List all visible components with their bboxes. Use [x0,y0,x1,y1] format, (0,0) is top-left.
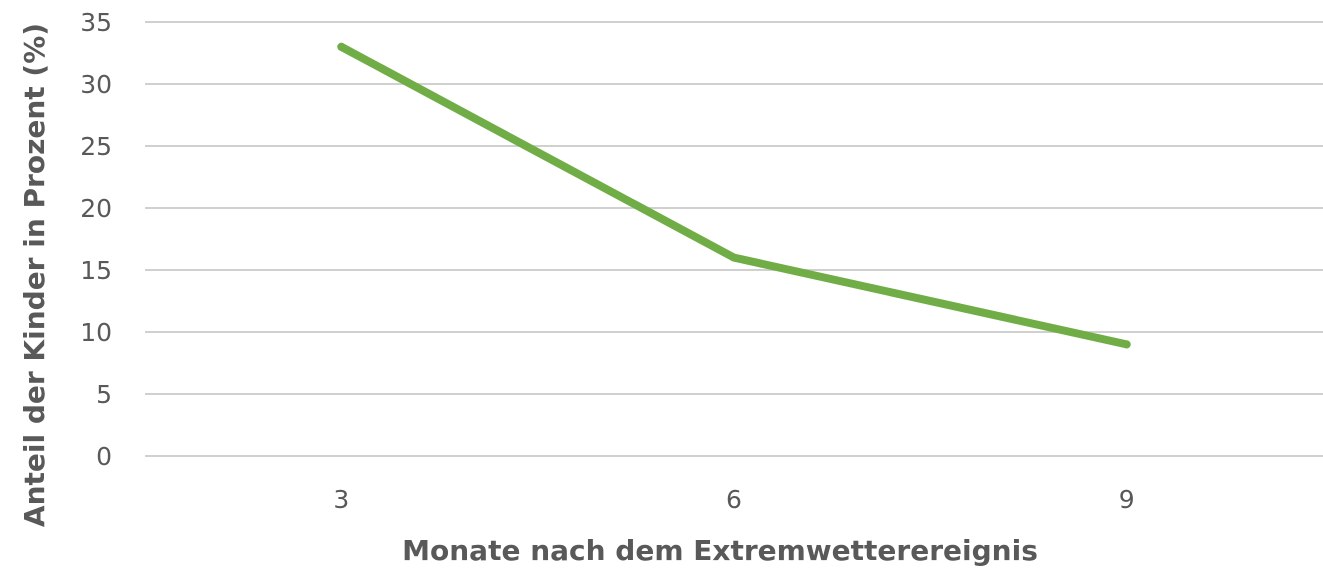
series-line-0 [337,42,1131,349]
data-point [730,253,738,262]
x-axis-tick-labels: 3 6 9 [333,485,1134,514]
data-point [337,42,346,51]
series-lines [337,42,1131,349]
y-tick-label: 30 [80,70,112,99]
gridlines [145,21,1323,457]
y-tick-label: 25 [80,132,112,161]
y-tick-label: 15 [80,256,112,285]
data-point [1122,340,1131,349]
x-tick-label: 6 [726,485,742,514]
y-tick-label: 0 [96,442,112,471]
y-axis-tick-labels: 0 5 10 15 20 25 30 35 [80,8,112,471]
y-tick-label: 10 [80,318,112,347]
y-axis-title: Anteil der Kinder in Prozent (%) [18,23,51,527]
x-tick-label: 3 [333,485,349,514]
y-tick-label: 20 [80,194,112,223]
y-tick-label: 35 [80,8,112,37]
y-tick-label: 5 [96,380,112,409]
x-axis-title: Monate nach dem Extremwetterereignis [402,534,1038,567]
x-tick-label: 9 [1119,485,1135,514]
